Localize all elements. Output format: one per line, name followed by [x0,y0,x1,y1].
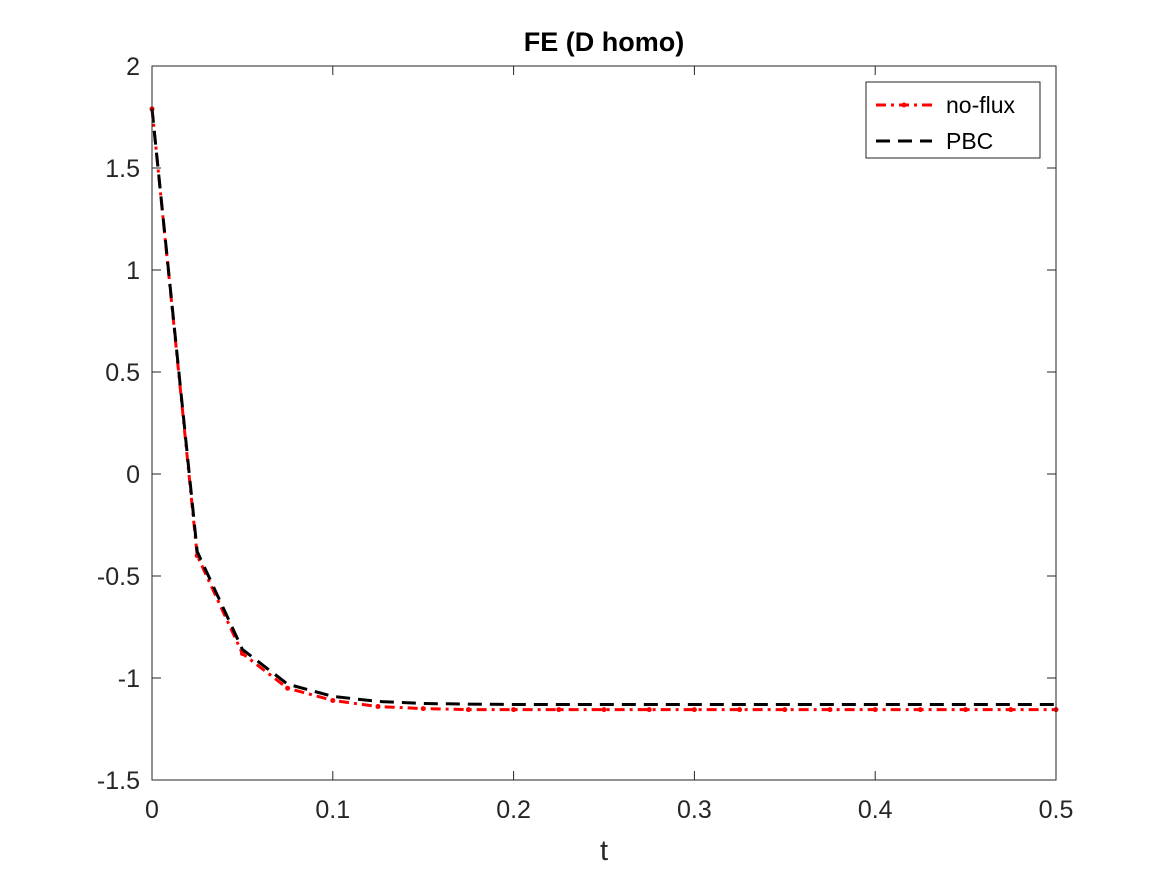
data-point-no-flux [556,707,562,713]
data-point-no-flux [285,685,291,691]
y-tick-label: -1.5 [97,767,140,795]
y-tick-label: 0.5 [105,359,140,387]
x-tick-label: 0 [145,796,159,824]
tick-labels-layer: 0 0.1 0.2 0.3 0.4 0.5 2 1.5 1 0.5 0 -0.5 -1 -1.5 [97,53,1073,824]
data-point-no-flux [465,707,471,713]
x-axis-label: t [600,835,608,867]
data-point-no-flux [691,707,697,713]
legend-box [865,81,1041,159]
y-tick-label: 1.5 [105,155,140,183]
x-tick-label: 0.1 [315,796,350,824]
data-point-no-flux [511,707,517,713]
data-point-no-flux [420,706,426,712]
data-point-no-flux [782,707,788,713]
data-point-no-flux [330,697,336,703]
y-tick-label: 2 [126,53,140,81]
legend: no-flux PBC [865,81,1041,159]
legend-label-no-flux: no-flux [946,92,1016,118]
data-point-no-flux [963,707,969,713]
x-tick-label: 0.4 [858,796,893,824]
x-tick-label: 0.2 [496,796,531,824]
plot-area [152,66,1056,780]
x-tick-label: 0.3 [677,796,712,824]
data-point-no-flux [375,704,381,710]
y-tick-label: 1 [126,257,140,285]
data-point-no-flux [1008,707,1014,713]
x-tick-label: 0.5 [1039,796,1074,824]
legend-marker-no-flux [901,102,907,108]
series-layer [149,106,1059,713]
y-tick-label: -1 [118,665,140,693]
series-line-no-flux [150,108,1056,712]
chart-title: FE (D homo) [524,27,684,57]
y-tick-label: -0.5 [97,563,140,591]
data-point-no-flux [646,707,652,713]
data-point-no-flux [872,707,878,713]
y-tick-label: 0 [126,461,140,489]
plot-frame [151,65,1057,781]
data-point-no-flux [917,707,923,713]
data-point-no-flux [827,707,833,713]
data-point-no-flux [737,707,743,713]
data-point-no-flux [601,707,607,713]
legend-label-pbc: PBC [946,128,993,154]
series-line-pbc [150,108,1056,707]
